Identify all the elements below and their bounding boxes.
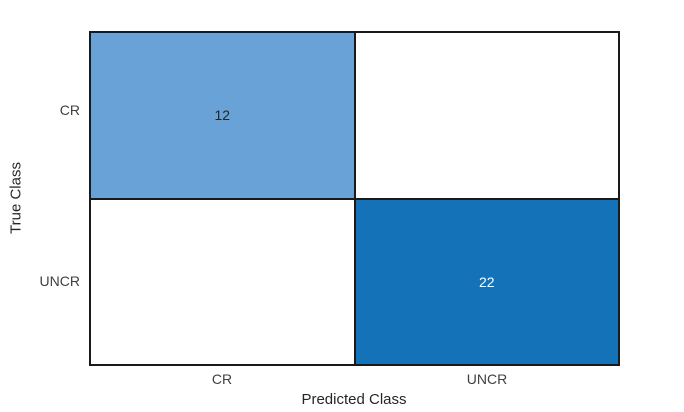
- matrix-cell-true-cr-pred-cr: 12: [91, 33, 354, 198]
- matrix-cell-true-uncr-pred-cr: [91, 199, 354, 364]
- x-tick-cr: CR: [211, 371, 233, 387]
- x-axis-label: Predicted Class: [301, 391, 407, 408]
- y-tick-uncr: UNCR: [39, 273, 80, 289]
- y-axis-label: True Class: [7, 162, 25, 234]
- y-tick-cr: CR: [59, 102, 80, 118]
- matrix-cell-true-uncr-pred-uncr: 22: [355, 199, 618, 364]
- confusion-matrix-grid: 12 22: [89, 31, 620, 366]
- x-tick-uncr: UNCR: [466, 371, 508, 387]
- matrix-cell-true-cr-pred-uncr: [355, 33, 618, 198]
